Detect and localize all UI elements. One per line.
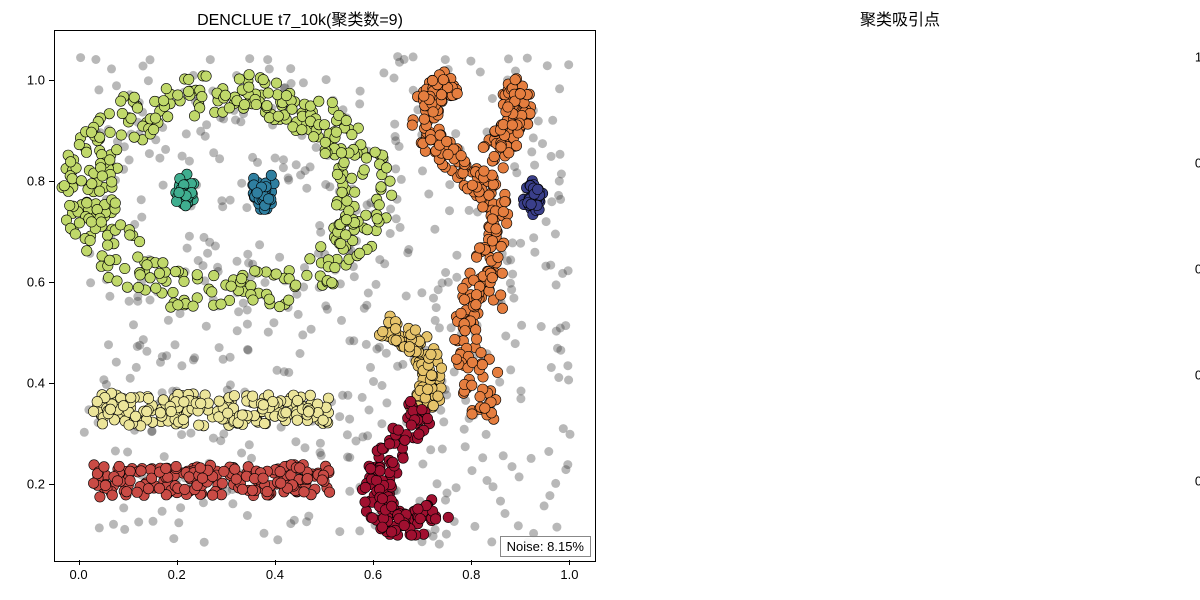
left-panel: DENCLUE t7_10k(聚类数=9) Noise: 8.15% 0.0 0.… [0, 0, 600, 600]
y-tick-mark [49, 383, 54, 384]
x-tick-label: 1.0 [560, 567, 578, 582]
x-tick-mark [275, 560, 276, 565]
left-plot-area: Noise: 8.15% [54, 30, 596, 562]
x-tick-label: 0.2 [168, 567, 186, 582]
right-panel: 聚类吸引点 0.00.20.40.60.81.00.20.40.60.81.0 [600, 0, 1200, 600]
right-title: 聚类吸引点 [600, 6, 1200, 30]
y-tick-label: 0.4 [1183, 367, 1200, 382]
y-tick-label: 0.8 [1183, 155, 1200, 170]
figure: DENCLUE t7_10k(聚类数=9) Noise: 8.15% 0.0 0.… [0, 0, 1200, 600]
y-tick-mark [49, 80, 54, 81]
x-tick-label: 0.4 [266, 567, 284, 582]
y-tick-mark [49, 181, 54, 182]
y-tick-label: 0.6 [1183, 261, 1200, 276]
y-tick-label: 0.8 [15, 174, 45, 189]
y-tick-mark [49, 282, 54, 283]
x-tick-mark [79, 560, 80, 565]
y-tick-label: 0.4 [15, 376, 45, 391]
noise-label-box: Noise: 8.15% [500, 536, 591, 557]
x-tick-mark [177, 560, 178, 565]
x-tick-label: 0.8 [462, 567, 480, 582]
y-tick-label: 0.2 [15, 477, 45, 492]
y-tick-label: 1.0 [1183, 49, 1200, 64]
left-title: DENCLUE t7_10k(聚类数=9) [0, 6, 600, 30]
x-tick-mark [569, 560, 570, 565]
x-tick-mark [373, 560, 374, 565]
y-tick-label: 0.2 [1183, 473, 1200, 488]
y-tick-mark [49, 484, 54, 485]
x-tick-label: 0.6 [364, 567, 382, 582]
x-tick-label: 0.0 [69, 567, 87, 582]
left-scatter-svg [55, 31, 595, 561]
y-tick-label: 1.0 [15, 73, 45, 88]
y-tick-label: 0.6 [15, 275, 45, 290]
x-tick-mark [471, 560, 472, 565]
